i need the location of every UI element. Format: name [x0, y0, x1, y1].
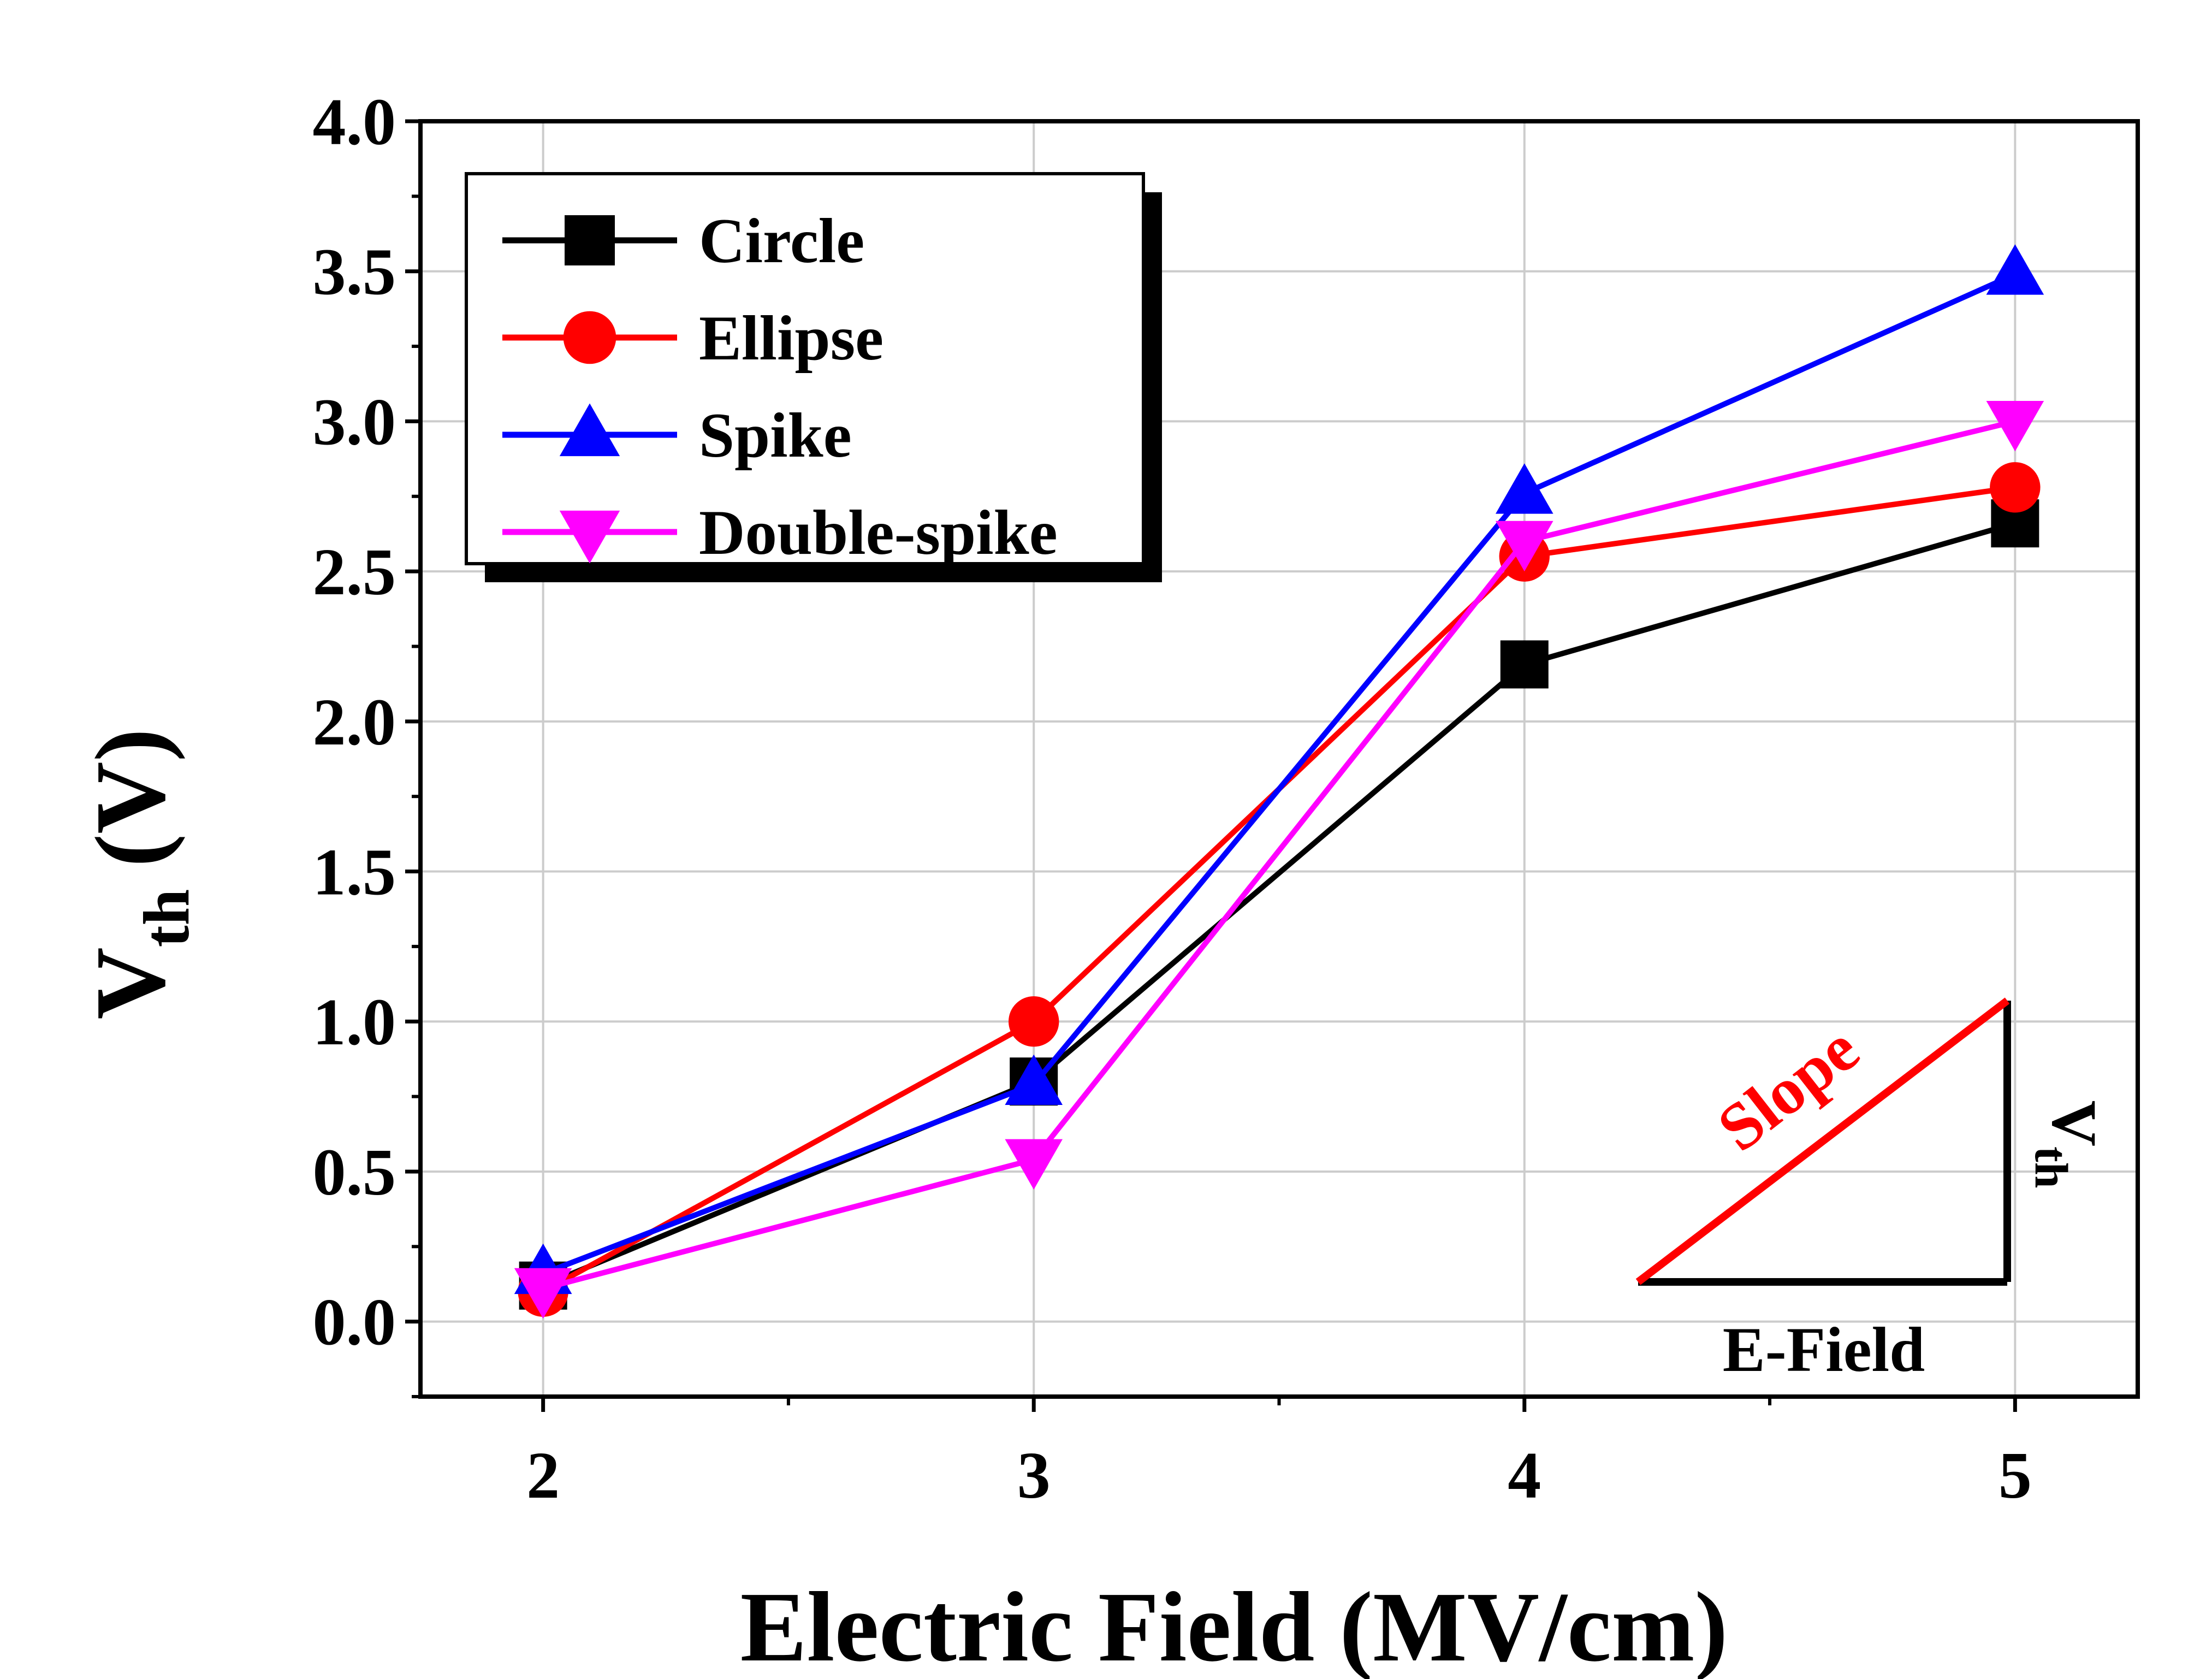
legend-item: Ellipse	[502, 303, 883, 374]
data-point	[1500, 640, 1549, 689]
data-point	[1495, 521, 1553, 572]
y-axis-title-main: V	[75, 947, 186, 1019]
x-tick-label: 5	[1998, 1439, 2032, 1512]
data-point	[1990, 462, 2041, 513]
y-tick-label: 2.5	[313, 535, 396, 609]
inset-vth-main: V	[2039, 1101, 2109, 1147]
legend-marker	[565, 215, 615, 265]
data-point	[1005, 1139, 1063, 1190]
inset-efield-label: E-Field	[1723, 1315, 1925, 1385]
axis-ticks: 2 3 4 5 0.0 0.5 1.0 1.5 2.0 2.5 3.0 3.5 4.0	[313, 85, 2032, 1512]
data-point	[1005, 1054, 1063, 1105]
inset-slope-line	[1635, 997, 2010, 1285]
series-double-spike	[514, 401, 2044, 1319]
y-tick-label: 3.0	[313, 385, 396, 459]
y-tick-label: 3.5	[313, 235, 396, 309]
x-tick-label: 2	[526, 1439, 560, 1512]
y-tick-label: 1.0	[313, 985, 396, 1059]
series-line	[542, 271, 2017, 1276]
y-tick-label: 1.5	[313, 836, 396, 909]
x-tick-label: 4	[1508, 1439, 1541, 1512]
legend-marker	[559, 403, 620, 457]
data-point	[1009, 996, 1059, 1047]
legend-items: Circle Ellipse Spike Double-spike	[502, 206, 1058, 568]
series-line	[542, 418, 2016, 1292]
x-tick-label: 3	[1017, 1439, 1051, 1512]
legend-item: Double-spike	[502, 498, 1058, 568]
legend-marker	[559, 510, 620, 564]
inset-vth-text: Vth	[2025, 1101, 2109, 1189]
series-layer	[514, 244, 2044, 1319]
data-point	[1495, 463, 1553, 514]
data-point	[1986, 244, 2044, 295]
legend: Circle Ellipse Spike Double-spike	[465, 172, 1162, 582]
y-tick-label: 2.0	[313, 685, 396, 759]
y-axis-title: Vth (V)	[75, 729, 203, 1020]
legend-label: Circle	[699, 206, 864, 276]
legend-item: Circle	[502, 206, 864, 276]
y-axis-title-sub: th	[130, 889, 203, 948]
y-tick-label: 0.5	[313, 1136, 396, 1209]
legend-label: Ellipse	[699, 303, 883, 374]
inset-vth-sub: th	[2025, 1146, 2078, 1188]
legend-label: Double-spike	[699, 498, 1058, 568]
legend-marker	[563, 311, 616, 364]
legend-label: Spike	[699, 400, 852, 471]
data-point	[514, 1268, 572, 1319]
y-tick-label: 0.0	[313, 1286, 396, 1359]
series-line	[542, 521, 2016, 1288]
y-axis-title-unit: (V)	[75, 729, 186, 867]
y-axis-title-text: Vth (V)	[75, 729, 203, 1020]
y-tick-label: 4.0	[313, 85, 396, 159]
data-point	[1986, 401, 2044, 452]
legend-item: Spike	[502, 400, 852, 471]
inset-vth-label: Vth	[2025, 1101, 2109, 1189]
x-axis-title: Electric Field (MV/cm)	[740, 1571, 1728, 1679]
